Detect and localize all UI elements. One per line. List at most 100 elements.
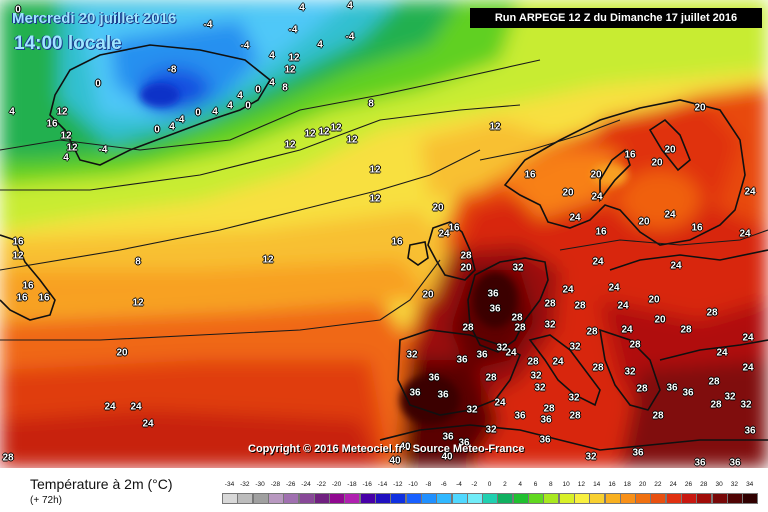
scale-swatch xyxy=(619,493,636,504)
temperature-value: 20 xyxy=(694,102,706,114)
temperature-value: 28 xyxy=(592,362,604,374)
scale-tick-label: 0 xyxy=(487,481,492,488)
scale-swatch xyxy=(359,493,376,504)
scale-tick-label: -24 xyxy=(301,481,311,488)
temperature-value: 16 xyxy=(624,149,636,161)
temperature-value: 24 xyxy=(142,418,154,430)
temperature-value: 32 xyxy=(496,342,508,354)
scale-tick-label: 2 xyxy=(503,481,507,488)
temperature-value: 12 xyxy=(262,254,274,266)
temperature-value: 16 xyxy=(12,236,24,248)
temperature-value: 0 xyxy=(95,78,101,90)
temperature-value: 8 xyxy=(282,82,288,94)
coastlines xyxy=(0,44,768,451)
temperature-value: 36 xyxy=(539,434,551,446)
scale-swatch xyxy=(604,493,621,504)
scale-tick-label: -4 xyxy=(456,481,462,488)
temperature-value: 28 xyxy=(586,326,598,338)
temperature-value: 24 xyxy=(608,282,620,294)
temperature-value: 24 xyxy=(621,324,633,336)
temperature-value: 28 xyxy=(708,376,720,388)
temperature-value: 24 xyxy=(438,228,450,240)
isotherms xyxy=(0,59,768,341)
temperature-value: 16 xyxy=(22,280,34,292)
scale-swatch xyxy=(497,493,514,504)
scale-tick-label: -34 xyxy=(224,481,235,488)
scale-tick-label: -2 xyxy=(471,481,478,488)
temperature-value: 12 xyxy=(56,106,68,118)
local-detail xyxy=(140,83,628,425)
temperature-value: 12 xyxy=(369,193,381,205)
temperature-value: 28 xyxy=(574,300,586,312)
temperature-value: 24 xyxy=(670,260,682,272)
scale-tick-label: 16 xyxy=(608,481,616,488)
temperature-value: 32 xyxy=(624,366,636,378)
temperature-value: 28 xyxy=(636,383,648,395)
scale-tick-label: -22 xyxy=(316,481,326,488)
scale-tick-label: 26 xyxy=(684,481,693,488)
scale-swatch xyxy=(252,493,269,504)
temperature-value: 40 xyxy=(441,451,453,463)
temperature-value: 28 xyxy=(710,399,722,411)
temperature-value: 32 xyxy=(585,451,597,463)
temperature-value: 24 xyxy=(591,191,603,203)
temperature-value: 24 xyxy=(505,347,517,359)
temperature-value: 4 xyxy=(347,0,353,12)
temperature-value: 28 xyxy=(652,410,664,422)
scale-swatch xyxy=(222,493,238,504)
legend-title: Température à 2m (°C) xyxy=(30,476,173,492)
temperature-value: 4 xyxy=(9,106,15,118)
temperature-value: 20 xyxy=(590,169,602,181)
temperature-value: 24 xyxy=(739,228,751,240)
temperature-value: 20 xyxy=(116,347,128,359)
temperature-value: 24 xyxy=(569,212,581,224)
temperature-value: 36 xyxy=(487,288,499,300)
temperature-value: 36 xyxy=(514,410,526,422)
scale-tick-label: 12 xyxy=(577,481,585,488)
temperature-value: 36 xyxy=(476,349,488,361)
temperature-value: 24 xyxy=(130,401,142,413)
scale-swatch xyxy=(283,493,300,504)
scale-tick-label: 22 xyxy=(654,481,662,488)
temperature-value: -4 xyxy=(98,144,108,156)
temperature-value: 32 xyxy=(544,319,556,331)
temperature-value: 16 xyxy=(391,236,403,248)
scale-swatch xyxy=(298,493,315,504)
scale-tick-label: -10 xyxy=(408,481,418,488)
temperature-value: 28 xyxy=(460,250,472,262)
temperature-value: -4 xyxy=(175,114,185,126)
temperature-value: 4 xyxy=(269,77,275,89)
scale-tick-label: -16 xyxy=(362,481,372,488)
temperature-value: 32 xyxy=(485,424,497,436)
temperature-value: 24 xyxy=(744,186,756,198)
local-time: 14:00 locale xyxy=(14,33,122,54)
scale-tick-label: -28 xyxy=(270,481,281,488)
temperature-value: 36 xyxy=(666,382,678,394)
scale-tick-label: -26 xyxy=(285,481,296,488)
temperature-value: 20 xyxy=(422,289,434,301)
temperature-value: 20 xyxy=(562,187,574,199)
temperature-value: 36 xyxy=(540,414,552,426)
scale-swatch xyxy=(466,493,483,504)
temperature-value: 24 xyxy=(617,300,629,312)
scale-swatch xyxy=(665,493,682,504)
temperature-value: 28 xyxy=(511,312,523,324)
temperature-value: -8 xyxy=(167,64,177,76)
temperature-value: 12 xyxy=(304,128,316,140)
temperature-value: 16 xyxy=(38,292,50,304)
scale-swatch xyxy=(589,493,606,504)
temperature-value: -4 xyxy=(240,40,250,52)
scale-swatch xyxy=(482,493,499,504)
temperature-value: 20 xyxy=(651,157,663,169)
temperature-value: 24 xyxy=(552,356,564,368)
temperature-value: 28 xyxy=(544,298,556,310)
temperature-value: 20 xyxy=(638,216,650,228)
temperature-value: 0 xyxy=(255,84,261,96)
temperature-value: 24 xyxy=(592,256,604,268)
temperature-value: 28 xyxy=(680,324,692,336)
temperature-value: 4 xyxy=(63,152,69,164)
scale-tick-label: -6 xyxy=(440,481,447,488)
temperature-value: 4 xyxy=(212,106,218,118)
temperature-value: 36 xyxy=(489,303,501,315)
scale-tick-label: -8 xyxy=(425,481,432,488)
